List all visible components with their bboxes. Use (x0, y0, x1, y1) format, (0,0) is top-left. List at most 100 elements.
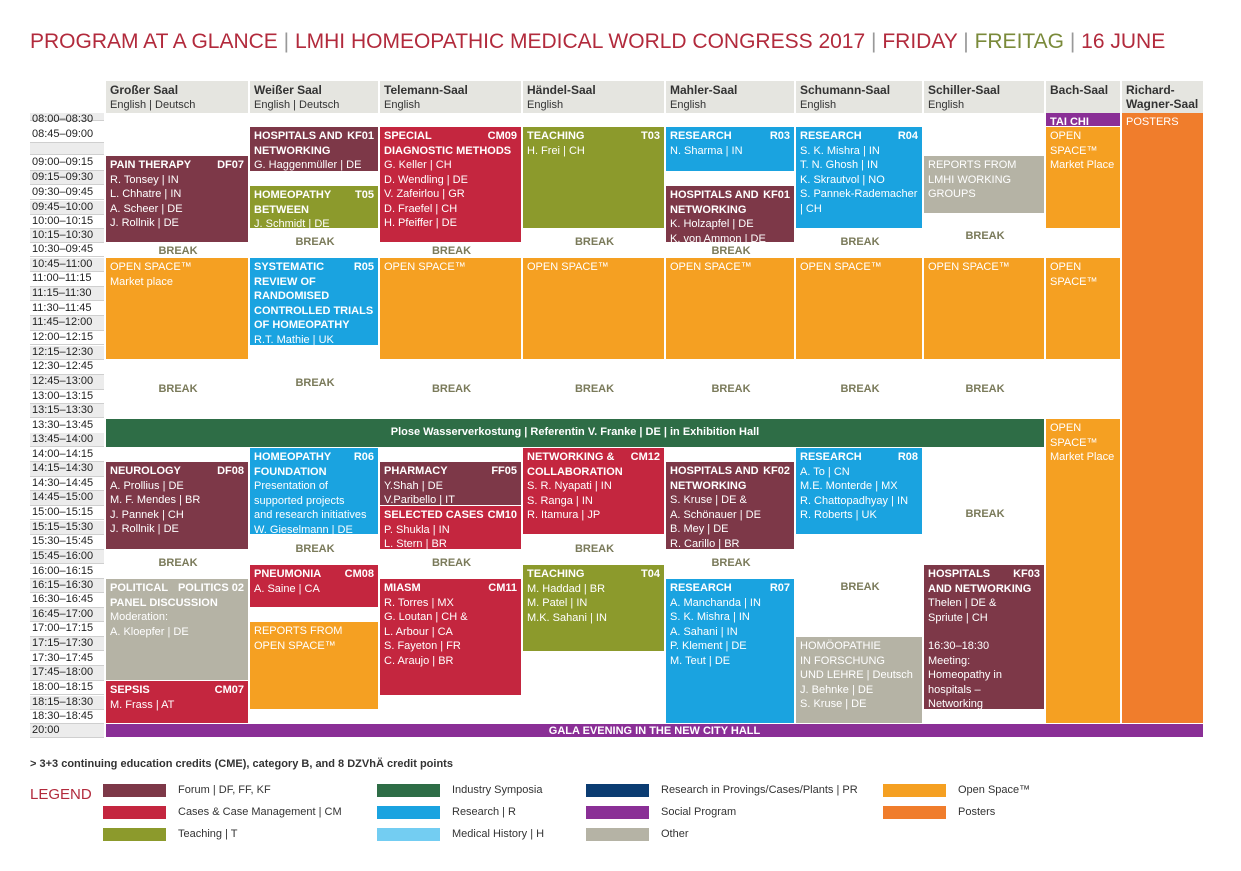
session-line: H. Pfeiffer | DE (384, 217, 457, 229)
session-line: L. Arbour | CA (384, 625, 453, 638)
break-label: BREAK (158, 557, 198, 569)
session-df08[interactable]: DF08 NEUROLOGY A. Prollius | DE M. F. Mende… (106, 462, 248, 549)
legend-label: Social Program (661, 806, 737, 818)
session-line: S. R. Nyapati | IN (527, 480, 612, 492)
session-code: POLITICS 02 (177, 582, 244, 594)
session-line: G. Keller | CH (384, 159, 452, 171)
session-t04[interactable]: T04 TEACHING M. Haddad | BR M. Patel | IN M.… (523, 565, 664, 651)
session-kf01a[interactable]: KF01 HOSPITALS AND NETWORKING G. Haggenmül… (250, 127, 378, 171)
session-kf03[interactable]: KF03 HOSPITALS AND NETWORKING Thelen | DE … (924, 565, 1044, 709)
session-os_han[interactable]: OPEN SPACE™ (523, 258, 664, 359)
session-homoo[interactable]: HOMÖOPATHIE IN FORSCHUNG UND LEHRE | Deuts… (796, 637, 922, 723)
session-line: Plose Wasserverkostung | Referentin V. F… (390, 426, 760, 438)
time-slot: 14:15–14:30 (30, 462, 104, 477)
session-kf02[interactable]: KF02 HOSPITALS AND NETWORKING S. Kruse | D… (666, 462, 794, 549)
session-line: hospitals – (928, 683, 981, 696)
session-gala[interactable]: GALA EVENING IN THE NEW CITY HALL (106, 724, 1203, 737)
session-t05[interactable]: T05 HOMEOPATHY BETWEEN J. Schmidt | DE (250, 186, 378, 228)
title-separator: | (963, 30, 969, 53)
time-slot: 13:00–13:15 (30, 390, 104, 404)
session-t03[interactable]: T03 TEACHING H. Frei | CH (523, 127, 664, 228)
session-r08[interactable]: R08 RESEARCH A. To | CN M.E. Monterde | MX R… (796, 448, 922, 534)
break-label: BREAK (840, 383, 880, 395)
session-line: P. Shukla | IN (384, 523, 450, 536)
session-code: KF01 (763, 189, 790, 201)
session-os_bach[interactable]: OPEN SPACE™ (1046, 258, 1120, 359)
session-cm10[interactable]: CM10 SELECTED CASES P. Shukla | IN L. Stern… (380, 506, 521, 549)
session-r07[interactable]: R07 RESEARCH A. Manchanda | IN S. K. Mishra… (666, 579, 794, 723)
time-slot: 10:30–09:45 (30, 243, 104, 257)
title-separator: | (283, 30, 290, 53)
break-label: BREAK (574, 236, 615, 248)
session-line: G. Loutan | CH & (384, 611, 468, 623)
session-os_tel[interactable]: OPEN SPACE™ (380, 258, 521, 359)
time-slot: 20:00 (30, 724, 104, 738)
session-line: V.Paribello | IT (384, 494, 455, 505)
session-line: M. Patel | IN (527, 597, 588, 609)
session-os_mah[interactable]: OPEN SPACE™ (666, 258, 794, 359)
legend-item: Medical History | H (377, 828, 737, 842)
session-df07[interactable]: DF07 PAIN THERAPY R. Tonsey | IN L. Chhatre… (106, 156, 248, 242)
session-cm11[interactable]: CM11 MIASM R. Torres | MX G. Loutan | CH & L… (380, 579, 521, 695)
session-r05[interactable]: R05 SYSTEMATIC REVIEW OF RANDOMISED CONTR… (250, 258, 378, 345)
session-title: MIASM (384, 582, 421, 594)
session-cm08[interactable]: CM08 PNEUMONIA A. Saine | CA (250, 565, 378, 607)
session-code: CM08 (344, 568, 374, 580)
session-line: A. Kloepfer | DE (110, 625, 189, 638)
session-politics[interactable]: POLITICS 02 POLITICAL PANEL DISCUSSION Mod… (106, 579, 248, 680)
room-header-weisser-saal: Weißer Saal English | Deutsch (250, 81, 378, 113)
time-slot (30, 143, 104, 155)
session-line: REPORTS FROM (928, 159, 1017, 171)
break-label: BREAK (711, 383, 751, 395)
time-slot: 11:15–11:30 (30, 287, 104, 301)
session-line: R. Carillo | BR (670, 537, 740, 550)
legend-swatch (103, 806, 166, 819)
session-lmhi[interactable]: REPORTS FROM LMHI WORKING GROUPS (924, 156, 1044, 213)
room-header-schumann-saal: Schumann-Saal English (796, 81, 922, 113)
session-cm12[interactable]: CM12 NETWORKING & COLLABORATION S. R. Nyap… (523, 448, 664, 534)
session-os_rep[interactable]: REPORTS FROM OPEN SPACE™ (250, 622, 378, 709)
session-kf01b[interactable]: KF01 HOSPITALS AND NETWORKING K. Holzapfel… (666, 186, 794, 242)
session-line: IN FORSCHUNG (800, 654, 885, 667)
legend-title: LEGEND (30, 786, 92, 803)
time-slot: 09:45–10:00 (30, 201, 104, 215)
break-label: BREAK (295, 377, 335, 389)
session-line: LMHI WORKING (928, 173, 1012, 186)
session-os_mp1[interactable]: OPEN SPACE™ Market Place (1046, 127, 1120, 228)
time-slot: 10:45–11:00 (30, 258, 104, 272)
session-os_gs[interactable]: OPEN SPACE™ Market place (106, 258, 248, 359)
session-taichi[interactable]: TAI CHI (1046, 113, 1120, 126)
session-wasser[interactable]: Plose Wasserverkostung | Referentin V. F… (106, 419, 1044, 447)
time-slot: 12:30–12:45 (30, 360, 104, 375)
session-os_sch[interactable]: OPEN SPACE™ (796, 258, 922, 359)
session-title: PAIN THERAPY (110, 159, 192, 171)
legend-item: Social Program (586, 806, 946, 820)
session-cm09[interactable]: CM09 SPECIAL DIAGNOSTIC METHODS G. Keller … (380, 127, 521, 242)
session-line (928, 625, 1040, 639)
session-r04[interactable]: R04 RESEARCH S. K. Mishra | IN T. N. Ghosh … (796, 127, 922, 228)
session-posters[interactable]: POSTERS (1122, 113, 1203, 723)
session-line: OPEN SPACE™ (800, 261, 882, 273)
session-os_mp2[interactable]: OPEN SPACE™ Market Place (1046, 419, 1120, 723)
session-line: Market Place (1050, 451, 1115, 463)
session-code: DF07 (217, 159, 244, 171)
session-r03[interactable]: R03 RESEARCH N. Sharma | IN (666, 127, 794, 171)
session-title: TEACHING (527, 568, 585, 580)
session-line: T. N. Ghosh | IN (800, 159, 879, 171)
time-slot: 16:15–16:30 (30, 579, 104, 593)
session-r06[interactable]: R06 HOMEOPATHY FOUNDATION Presentation of s… (250, 448, 378, 534)
session-os_schi[interactable]: OPEN SPACE™ (924, 258, 1044, 359)
session-cm07[interactable]: CM07 SEPSIS M. Frass | AT (106, 681, 248, 723)
time-slot: 14:30–14:45 (30, 477, 104, 491)
cme-note: > 3+3 continuing education credits (CME)… (30, 758, 453, 770)
session-title: RESEARCH (670, 130, 732, 142)
session-ff05[interactable]: FF05 PHARMACY Y.Shah | DE V.Paribello | IT (380, 462, 521, 505)
session-line: GROUPS (928, 188, 976, 200)
room-header-mahler-saal: Mahler-Saal English (666, 81, 794, 113)
session-line: Homeopathy in (928, 669, 1002, 681)
session-line: A. Scheer | DE (110, 202, 183, 215)
session-line: and research initiatives (254, 509, 367, 521)
session-code: KF03 (1013, 568, 1040, 580)
session-code: DF08 (217, 465, 244, 477)
session-title: RESEARCH (800, 451, 862, 463)
